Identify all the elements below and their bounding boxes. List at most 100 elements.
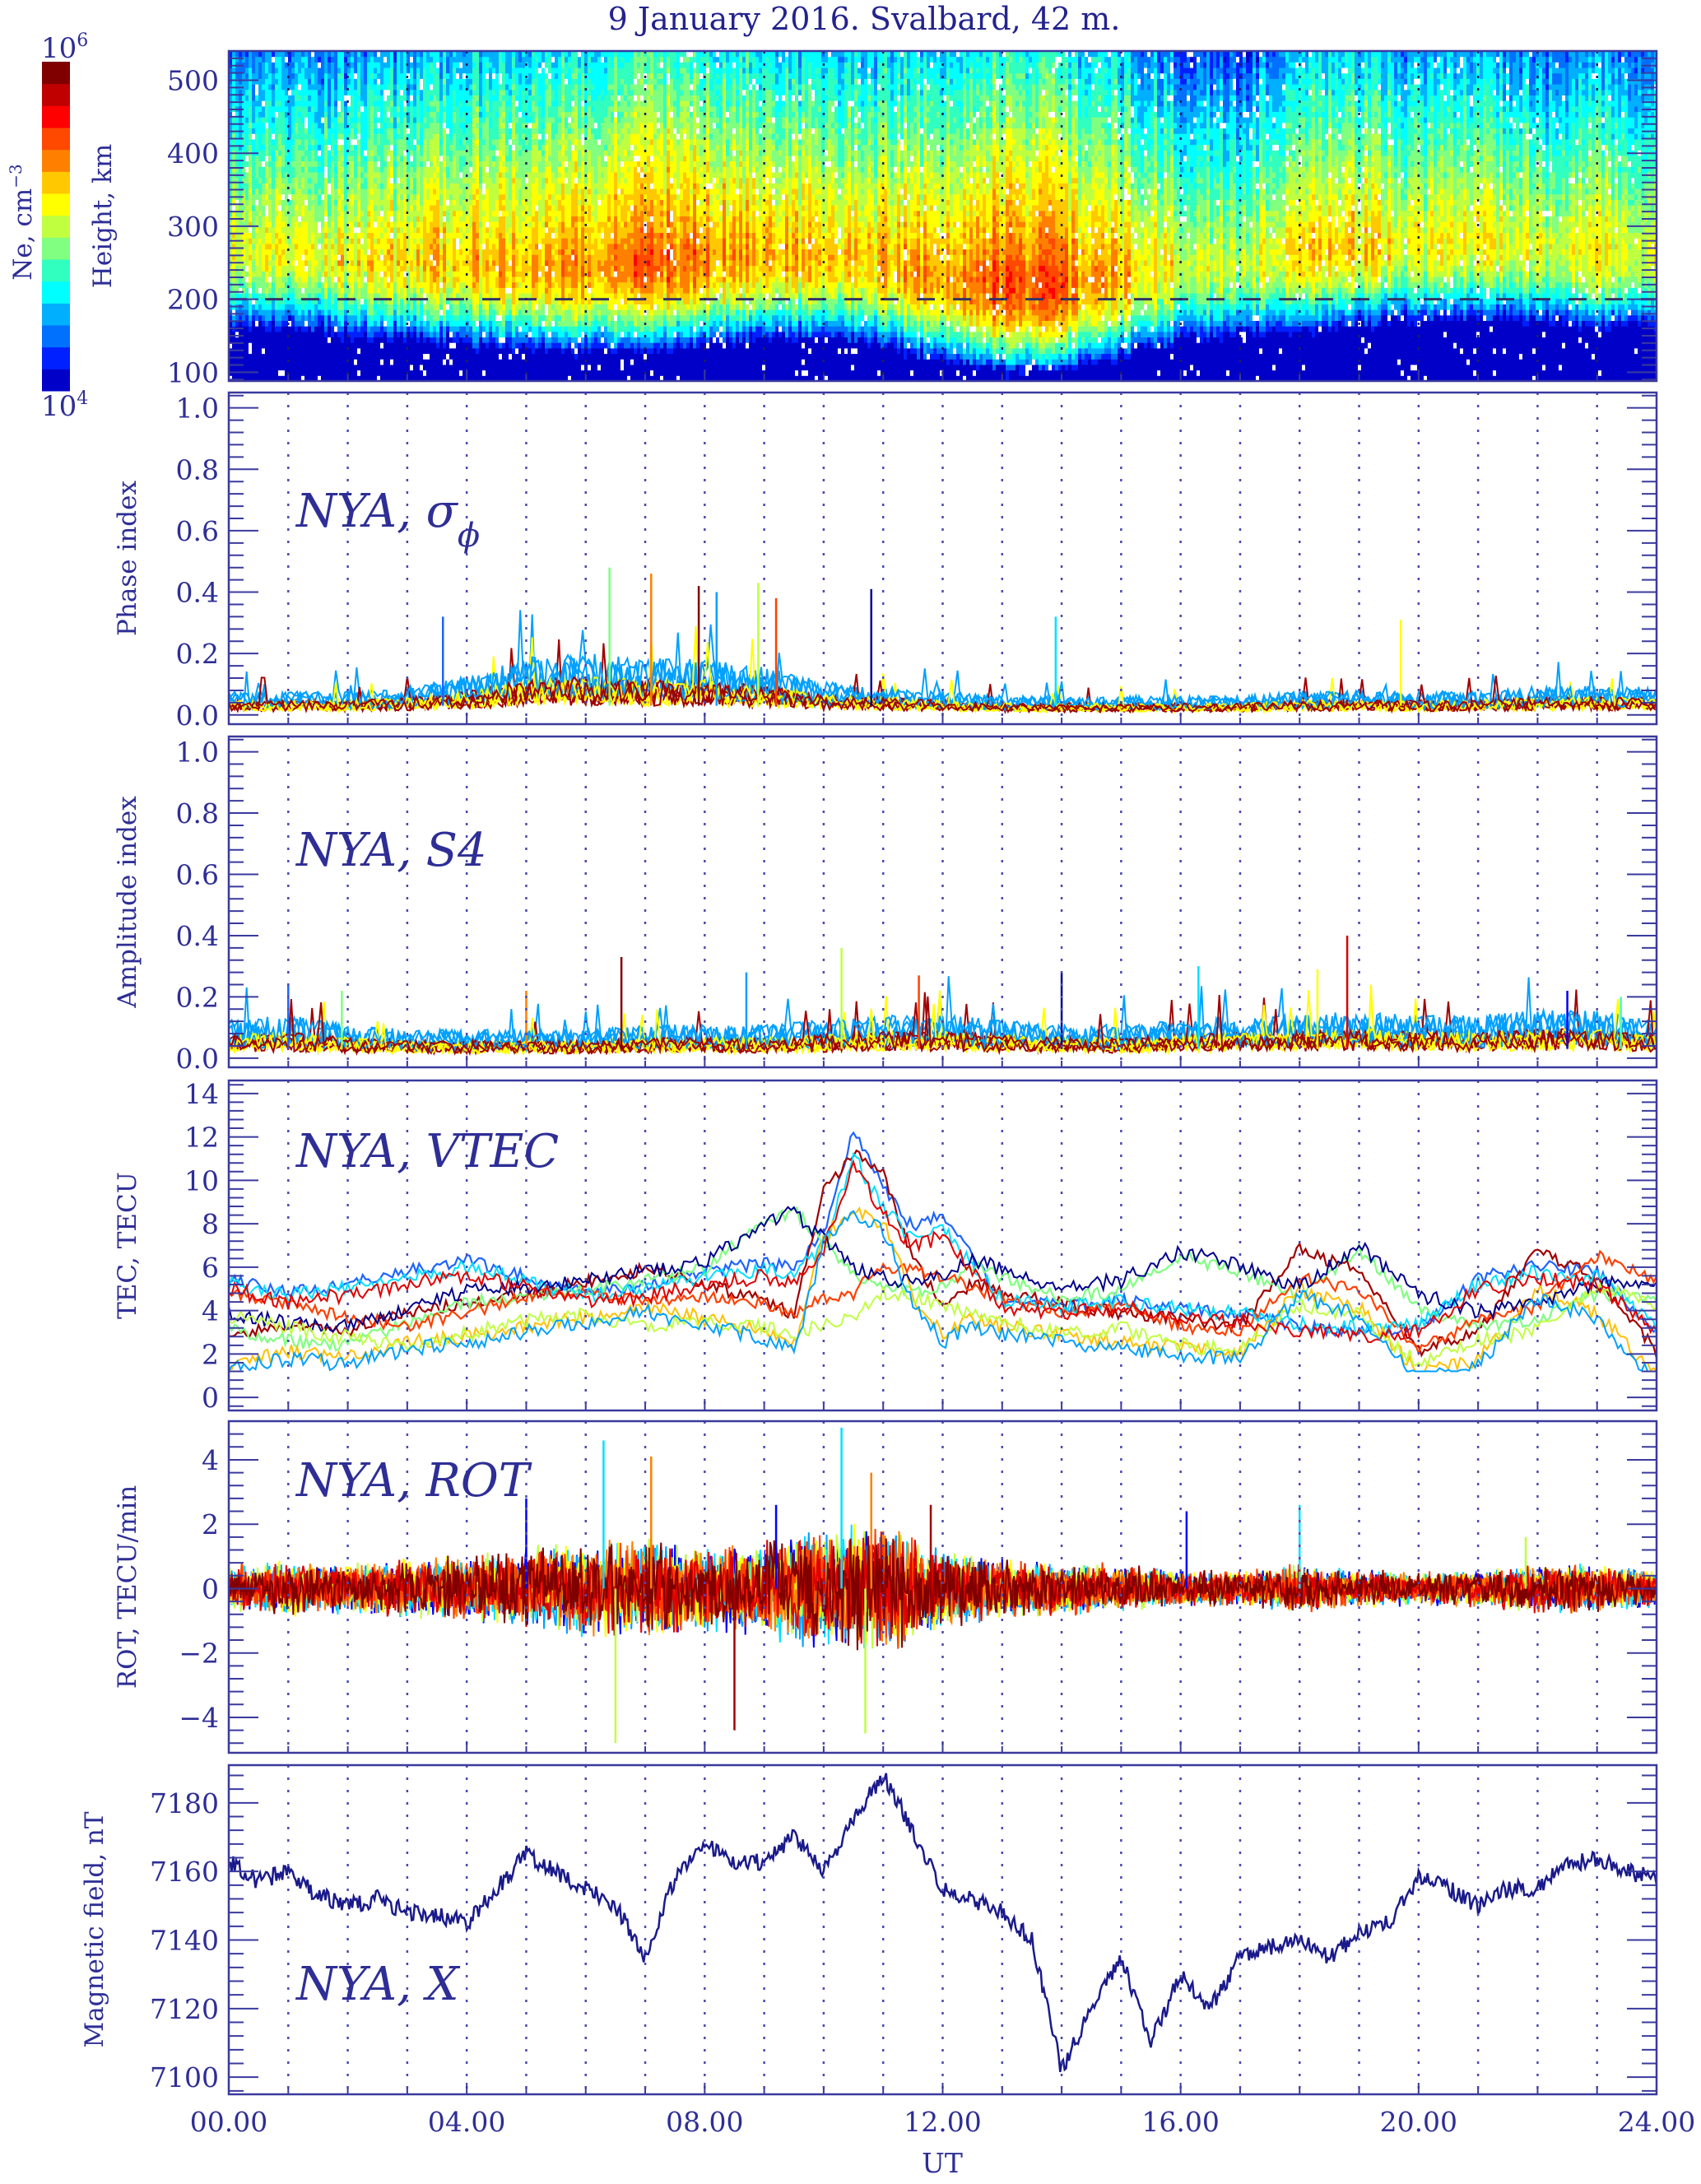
- ne-cell: [301, 249, 305, 255]
- ne-cell: [275, 160, 279, 167]
- ne-cell: [420, 78, 424, 85]
- ne-cell: [262, 369, 266, 376]
- ne-cell: [304, 314, 309, 321]
- ne-cell: [492, 276, 496, 283]
- ne-cell: [459, 144, 463, 151]
- ne-cell: [278, 364, 282, 371]
- ne-cell: [311, 138, 315, 146]
- ne-cell: [390, 95, 394, 101]
- ne-cell: [400, 221, 404, 228]
- ne-cell: [328, 320, 332, 327]
- ne-cell: [423, 309, 427, 316]
- ne-cell: [304, 281, 309, 288]
- ne-cell: [426, 221, 430, 228]
- ne-cell: [436, 166, 440, 173]
- ne-cell: [495, 150, 500, 156]
- ne-cell: [443, 133, 447, 140]
- ne-cell: [235, 51, 239, 58]
- ne-cell: [275, 369, 279, 376]
- ne-cell: [413, 293, 417, 300]
- ne-cell: [413, 111, 417, 118]
- ne-cell: [495, 78, 500, 85]
- ne-cell: [291, 221, 295, 228]
- ne-cell: [374, 183, 378, 189]
- ne-cell: [446, 364, 450, 371]
- ne-cell: [275, 193, 279, 200]
- ne-cell: [281, 51, 286, 58]
- ne-cell: [341, 293, 345, 300]
- ne-cell: [476, 67, 480, 74]
- ne-cell: [479, 221, 483, 228]
- ne-cell: [416, 128, 421, 134]
- ne-cell: [351, 293, 355, 300]
- ne-cell: [433, 172, 437, 179]
- ne-cell: [281, 177, 286, 184]
- ne-cell: [393, 293, 397, 300]
- ne-cell: [420, 226, 424, 234]
- ne-cell: [492, 314, 496, 321]
- ne-cell: [416, 337, 421, 343]
- ne-cell: [380, 309, 384, 316]
- ne-cell: [285, 155, 289, 162]
- ne-cell: [430, 232, 434, 239]
- ne-cell: [360, 298, 365, 304]
- ne-cell: [492, 298, 496, 304]
- ne-cell: [304, 105, 309, 113]
- ne-cell: [341, 193, 345, 200]
- ne-cell: [466, 117, 470, 123]
- ne-cell: [360, 144, 365, 151]
- ne-cell: [258, 62, 263, 68]
- ne-cell: [255, 281, 259, 288]
- ne-cell: [285, 232, 289, 239]
- ne-cell: [482, 293, 486, 300]
- ne-cell: [446, 111, 450, 118]
- ne-cell: [295, 309, 299, 316]
- ne-cell: [288, 232, 292, 239]
- ne-cell: [383, 172, 388, 179]
- ne-cell: [318, 309, 322, 316]
- ne-cell: [291, 271, 295, 277]
- ne-cell: [334, 347, 338, 355]
- ne-cell: [258, 155, 263, 162]
- ne-cell: [347, 347, 351, 355]
- ne-cell: [288, 314, 292, 321]
- ne-cell: [249, 111, 253, 118]
- ne-cell: [235, 254, 239, 261]
- ne-cell: [232, 177, 236, 184]
- ne-cell: [416, 304, 421, 310]
- ne-cell: [334, 133, 338, 140]
- ne-cell: [321, 183, 325, 189]
- ne-cell: [397, 117, 401, 123]
- ne-cell: [377, 298, 381, 304]
- ne-cell: [423, 78, 427, 85]
- ne-cell: [288, 111, 292, 118]
- ne-cell: [407, 369, 411, 376]
- ne-cell: [453, 364, 457, 371]
- ne-cell: [255, 111, 259, 118]
- ne-cell: [476, 359, 480, 365]
- ne-cell: [314, 105, 318, 113]
- ne-cell: [476, 205, 480, 211]
- ne-cell: [328, 359, 332, 365]
- ne-cell: [285, 138, 289, 146]
- ne-cell: [268, 95, 272, 101]
- ne-cell: [347, 205, 351, 211]
- ne-cell: [377, 265, 381, 272]
- ne-cell: [328, 100, 332, 107]
- ne-cell: [370, 166, 374, 173]
- ne-cell: [314, 359, 318, 365]
- ne-cell: [308, 254, 312, 261]
- ne-cell: [281, 166, 286, 173]
- ne-cell: [301, 281, 305, 288]
- ne-cell: [291, 353, 295, 360]
- ne-cell: [436, 128, 440, 134]
- ne-cell: [311, 100, 315, 107]
- ne-cell: [249, 254, 253, 261]
- ne-cell: [476, 172, 480, 179]
- ne-cell: [275, 78, 279, 85]
- ne-cell: [469, 347, 473, 355]
- ne-cell: [242, 51, 246, 58]
- ne-cell: [489, 232, 493, 239]
- ne-cell: [341, 342, 345, 349]
- ne-cell: [426, 243, 430, 250]
